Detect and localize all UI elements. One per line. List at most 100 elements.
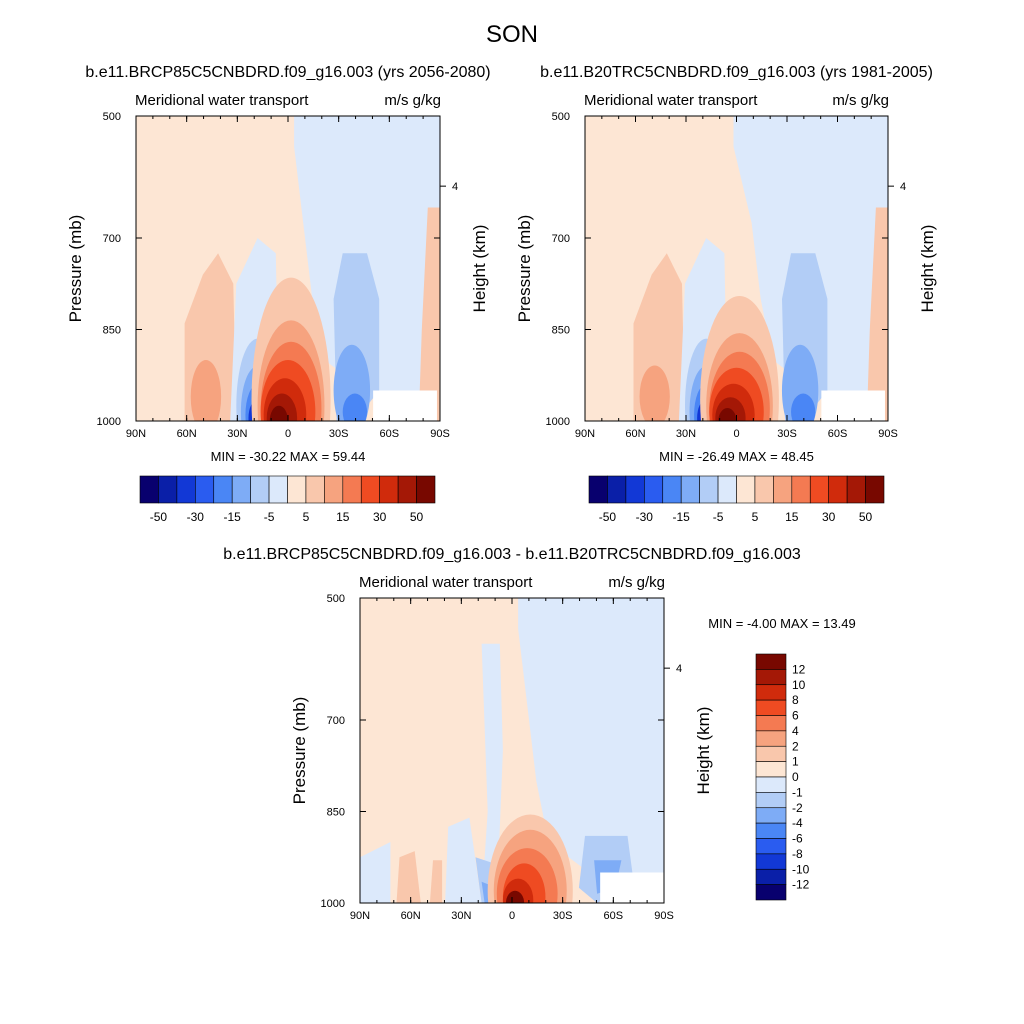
colorbar-swatch <box>397 475 417 504</box>
panel-right-label: m/s g/kg <box>832 92 889 109</box>
colorbar-swatch <box>755 776 787 793</box>
colorbar-label: -2 <box>792 801 803 815</box>
y-right-axis-label: Height (km) <box>470 225 489 313</box>
colorbar-top-left: -50 -30 -15 -5 5 15 30 50 <box>139 475 436 524</box>
contour-panel: b.e11.BRCP85C5CNBDRD.f09_g16.003 (yrs 20… <box>66 64 491 464</box>
colorbar-swatch <box>213 475 233 504</box>
colorbar-swatch <box>588 475 608 504</box>
colorbar-label: 15 <box>336 510 350 524</box>
y-tick-label: 700 <box>552 233 570 245</box>
missing-data-region <box>600 872 664 903</box>
y-tick-label: 700 <box>103 233 121 245</box>
x-tick-label: 60N <box>401 910 421 922</box>
colorbar-swatch <box>755 669 787 686</box>
x-tick-label: 30S <box>329 428 349 440</box>
x-tick-label: 0 <box>285 428 291 440</box>
min-max-stats: MIN = -4.00 MAX = 13.49 <box>708 616 855 631</box>
panel-left-label: Meridional water transport <box>359 574 533 591</box>
y-tick-label: 500 <box>327 593 345 605</box>
x-tick-label: 60S <box>380 428 400 440</box>
field-negative-strip <box>481 643 503 903</box>
colorbar-swatch <box>287 475 307 504</box>
y-tick-label: 850 <box>552 325 570 337</box>
x-tick-label: 90S <box>654 910 674 922</box>
colorbar-label: -15 <box>224 510 242 524</box>
x-tick-label: 30N <box>451 910 471 922</box>
panel-title: b.e11.BRCP85C5CNBDRD.f09_g16.003 (yrs 20… <box>85 64 490 81</box>
colorbar-swatch <box>755 853 787 870</box>
colorbar-swatch <box>755 868 787 885</box>
field-positive-contour <box>418 207 440 421</box>
x-tick-label: 90S <box>430 428 450 440</box>
colorbar-swatch <box>195 475 215 504</box>
x-tick-label: 60N <box>177 428 197 440</box>
colorbar-swatch <box>176 475 196 504</box>
colorbar-label: -30 <box>636 510 654 524</box>
x-tick-label: 90N <box>350 910 370 922</box>
field-positive-contour <box>396 851 421 903</box>
colorbar-label: -5 <box>713 510 724 524</box>
colorbar-swatch <box>231 475 251 504</box>
colorbar-label: 4 <box>792 724 799 738</box>
colorbar-label: 30 <box>373 510 387 524</box>
field-negative-patch <box>445 817 482 903</box>
min-max-stats: MIN = -26.49 MAX = 48.45 <box>659 449 814 464</box>
colorbar-swatch <box>755 684 787 701</box>
colorbar-label: 50 <box>859 510 873 524</box>
x-tick-label: 60S <box>604 910 624 922</box>
colorbar-top-right: -50 -30 -15 -5 5 15 30 50 <box>588 475 885 524</box>
colorbar-label: 0 <box>792 770 799 784</box>
panel-left-label: Meridional water transport <box>584 92 758 109</box>
colorbar-swatch <box>755 653 787 670</box>
colorbar-label: 8 <box>792 693 799 707</box>
y-tick-label: 1000 <box>546 416 570 428</box>
panel-title: b.e11.BRCP85C5CNBDRD.f09_g16.003 - b.e11… <box>223 546 801 563</box>
colorbar-swatch <box>755 884 787 901</box>
min-max-stats: MIN = -30.22 MAX = 59.44 <box>211 449 366 464</box>
x-tick-label: 90N <box>126 428 146 440</box>
colorbar-label: -50 <box>599 510 617 524</box>
colorbar-swatch <box>754 475 774 504</box>
field-negative-patch <box>360 842 391 903</box>
y-tick-label: 1000 <box>97 416 121 428</box>
colorbar-label: 1 <box>792 755 799 769</box>
field-negative-contour <box>781 344 819 421</box>
colorbar-swatch <box>717 475 737 504</box>
colorbar-swatch <box>360 475 380 504</box>
missing-data-region <box>821 390 885 421</box>
colorbar-label: 6 <box>792 709 799 723</box>
x-tick-label: 90N <box>575 428 595 440</box>
colorbar-swatch <box>607 475 627 504</box>
contour-panel: b.e11.B20TRC5CNBDRD.f09_g16.003 (yrs 198… <box>515 64 937 464</box>
y-tick-label: 700 <box>327 715 345 727</box>
colorbar-label: 50 <box>410 510 424 524</box>
contour-panel: b.e11.BRCP85C5CNBDRD.f09_g16.003 - b.e11… <box>223 546 855 922</box>
colorbar-label: 15 <box>785 510 799 524</box>
field-negative-contour <box>342 393 368 421</box>
field-positive-contour <box>505 890 525 903</box>
panel-right-label: m/s g/kg <box>384 92 441 109</box>
colorbar-swatch <box>828 475 848 504</box>
colorbar-swatch <box>846 475 866 504</box>
contour-field <box>585 116 888 421</box>
colorbar-swatch <box>662 475 682 504</box>
colorbar-label: -1 <box>792 785 803 799</box>
colorbar-label: 2 <box>792 739 799 753</box>
contour-field <box>136 116 440 421</box>
y-right-tick-label: 4 <box>452 181 458 193</box>
colorbar-swatch <box>268 475 288 504</box>
x-tick-label: 30N <box>227 428 247 440</box>
x-tick-label: 90S <box>878 428 898 440</box>
field-positive-contour <box>429 860 443 903</box>
colorbar-swatch <box>379 475 399 504</box>
field-positive-contour <box>718 408 737 421</box>
colorbar-label: -50 <box>150 510 168 524</box>
colorbar-swatch <box>250 475 270 504</box>
y-axis-label: Pressure (mb) <box>515 215 534 323</box>
field-positive-contour <box>866 207 888 421</box>
x-tick-label: 60N <box>625 428 645 440</box>
x-tick-label: 30S <box>777 428 797 440</box>
colorbar-label: -10 <box>792 862 810 876</box>
y-axis-label: Pressure (mb) <box>290 697 309 805</box>
